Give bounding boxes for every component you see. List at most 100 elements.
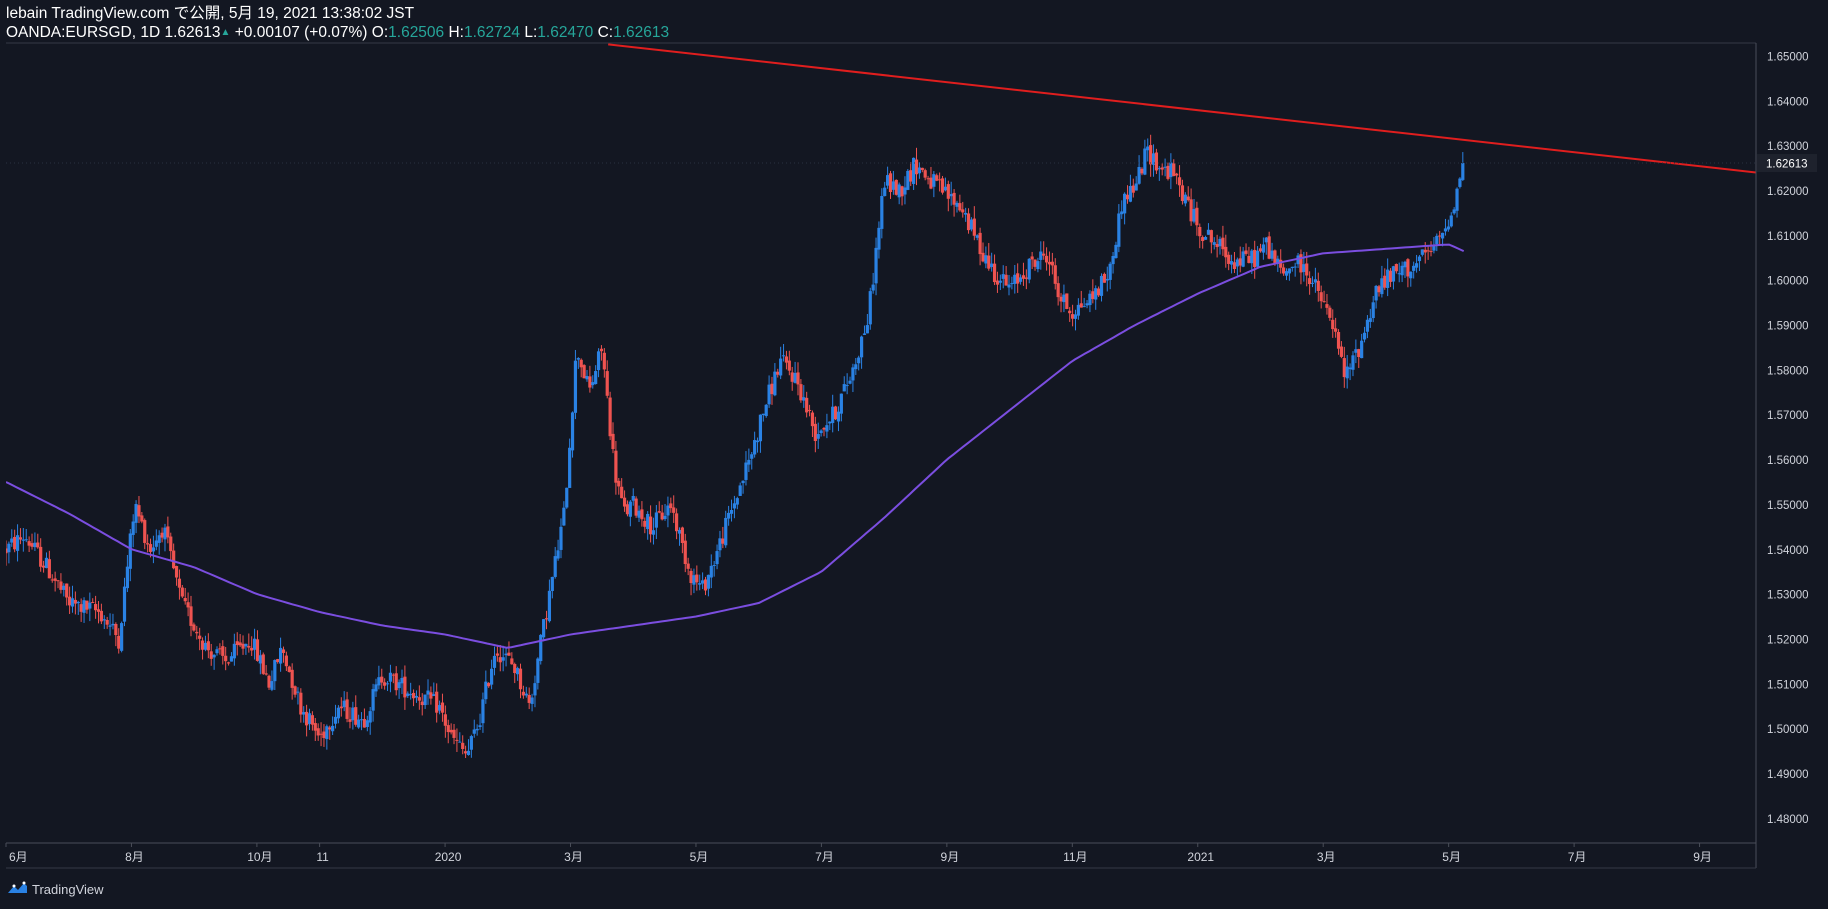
- time-tick-label: 7月: [815, 850, 834, 864]
- candle-down: [770, 383, 774, 395]
- candle-up: [825, 425, 829, 432]
- candle-up: [157, 535, 161, 543]
- candle-up: [501, 657, 505, 661]
- candle-up: [1105, 278, 1109, 281]
- time-tick-label: 2020: [435, 850, 462, 864]
- time-axis[interactable]: 6月 8月 10月 11 2020 3月 5月 7月 9月 11月 2021 3月 5月 7月 9月: [5, 843, 1712, 864]
- candle-up: [15, 535, 20, 551]
- candle-down: [822, 427, 826, 430]
- candle-up: [62, 585, 66, 590]
- candle-down: [1050, 261, 1054, 266]
- candle-up: [767, 384, 771, 405]
- candle-up: [975, 235, 979, 238]
- candle-down: [166, 526, 170, 538]
- candle-down: [926, 178, 930, 180]
- candle-down: [264, 673, 268, 675]
- candle-down: [1044, 255, 1049, 263]
- candle-up: [651, 530, 656, 535]
- candle-up: [631, 495, 635, 501]
- candle-down: [981, 252, 985, 262]
- candle-down: [1097, 288, 1101, 296]
- candle-up: [1013, 274, 1017, 284]
- candle-up: [1076, 304, 1080, 316]
- candle-down: [189, 606, 193, 626]
- candle-up: [1412, 265, 1416, 271]
- candle-up: [357, 719, 361, 728]
- candle-down: [579, 359, 583, 368]
- candle-down: [498, 657, 502, 663]
- candle-down: [293, 686, 297, 695]
- candle-up: [122, 586, 127, 622]
- trendline[interactable]: [608, 43, 1825, 180]
- candle-up: [903, 187, 907, 195]
- candle-up: [1414, 263, 1419, 268]
- candle-down: [495, 653, 499, 656]
- candle-up: [397, 682, 401, 689]
- candle-down: [929, 177, 933, 189]
- candle-down: [833, 406, 838, 420]
- candle-up: [917, 167, 922, 174]
- candle-down: [180, 587, 184, 597]
- candle-down: [888, 173, 893, 193]
- candle-down: [319, 733, 323, 735]
- candle-down: [680, 527, 684, 544]
- candle-up: [955, 202, 959, 207]
- candle-down: [198, 635, 202, 639]
- candle-down: [226, 662, 231, 664]
- candle-down: [209, 651, 213, 659]
- candle-down: [995, 280, 1000, 285]
- price-tick-label: 1.59000: [1767, 321, 1809, 333]
- candle-down: [1253, 249, 1257, 268]
- candle-up: [490, 668, 494, 685]
- footer-brand[interactable]: TradingView: [6, 880, 104, 899]
- candle-down: [940, 178, 945, 193]
- candle-up: [270, 681, 274, 690]
- candle-up: [1027, 258, 1031, 280]
- price-tick-label: 1.52000: [1767, 634, 1809, 646]
- candle-up: [637, 510, 641, 518]
- candle-down: [59, 581, 63, 590]
- candle-up: [1169, 162, 1173, 178]
- price-tick-label: 1.62000: [1767, 186, 1809, 198]
- candle-up: [385, 683, 390, 685]
- candle-down: [605, 371, 609, 396]
- candle-up: [848, 380, 852, 384]
- candle-up: [654, 512, 658, 528]
- candle-down: [1325, 304, 1329, 308]
- candle-up: [1157, 168, 1161, 170]
- candle-up: [472, 729, 476, 734]
- candle-down: [1172, 163, 1176, 177]
- candle-up: [111, 623, 115, 626]
- candle-down: [513, 664, 517, 674]
- candle-up: [1302, 264, 1306, 272]
- candle-up: [753, 440, 757, 455]
- candle-up: [831, 406, 835, 423]
- candle-up: [663, 515, 667, 520]
- candle-up: [949, 193, 953, 197]
- price-tick-label: 1.58000: [1767, 365, 1809, 377]
- time-tick-label: 9月: [1693, 850, 1712, 864]
- candle-down: [1227, 254, 1231, 264]
- candle-up: [1391, 266, 1396, 282]
- candle-down: [672, 507, 676, 513]
- price-tick-label: 1.64000: [1767, 96, 1809, 108]
- candle-down: [920, 167, 924, 170]
- low-label: L:: [524, 24, 538, 41]
- candle-up: [1440, 232, 1445, 239]
- price-axis[interactable]: 1.65000 1.64000 1.63000 1.62000 1.61000 1.600…: [1767, 52, 1809, 826]
- candle-up: [1360, 340, 1364, 359]
- candle-down: [348, 719, 352, 722]
- candle-down: [13, 536, 17, 550]
- last-price-tag: 1.62613: [6, 154, 1817, 173]
- candle-down: [383, 682, 387, 686]
- candle-up: [1235, 259, 1239, 267]
- candle-up: [432, 694, 436, 696]
- last-price: 1.62613: [164, 24, 221, 41]
- tradingview-logo-icon: [6, 880, 28, 899]
- candle-up: [1417, 256, 1422, 262]
- candle-down: [1053, 265, 1057, 284]
- candle-up: [1036, 261, 1040, 270]
- candle-down: [177, 578, 182, 588]
- candle-down: [1175, 173, 1179, 176]
